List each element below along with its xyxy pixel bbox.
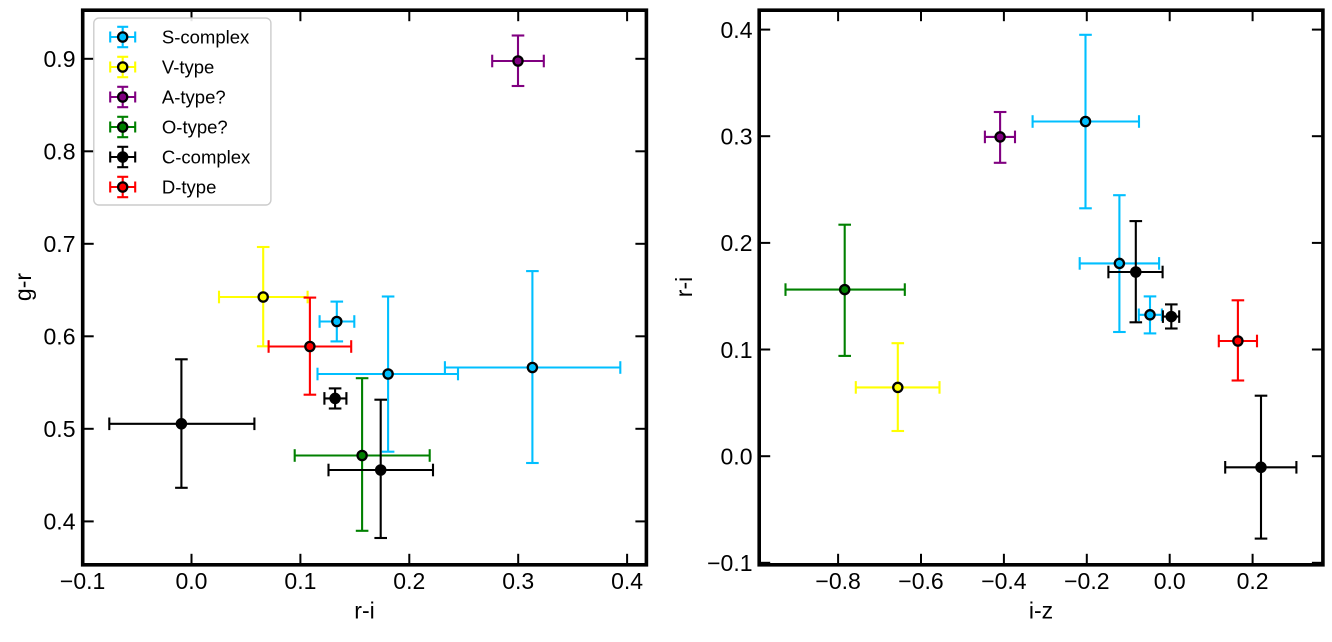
svg-text:i-z: i-z — [1029, 598, 1053, 624]
svg-text:0.6: 0.6 — [44, 324, 76, 350]
svg-text:0.4: 0.4 — [611, 568, 643, 594]
svg-text:D-type: D-type — [162, 177, 217, 198]
svg-text:0.4: 0.4 — [721, 17, 753, 43]
svg-text:0.1: 0.1 — [721, 337, 753, 363]
svg-text:0.3: 0.3 — [721, 124, 753, 150]
svg-text:0.4: 0.4 — [44, 509, 76, 535]
svg-text:A-type?: A-type? — [162, 87, 226, 108]
svg-text:0.7: 0.7 — [44, 231, 76, 257]
svg-text:0.5: 0.5 — [44, 416, 76, 442]
svg-text:−0.2: −0.2 — [1064, 568, 1109, 594]
svg-text:0.1: 0.1 — [284, 568, 316, 594]
svg-text:0.0: 0.0 — [1154, 568, 1186, 594]
svg-text:0.9: 0.9 — [44, 46, 76, 72]
svg-text:0.3: 0.3 — [502, 568, 534, 594]
svg-text:0.2: 0.2 — [1237, 568, 1269, 594]
svg-text:r-i: r-i — [671, 277, 697, 297]
svg-text:V-type: V-type — [162, 57, 214, 78]
svg-text:−0.1: −0.1 — [707, 550, 752, 576]
svg-text:−0.4: −0.4 — [981, 568, 1027, 594]
svg-text:O-type?: O-type? — [162, 117, 228, 138]
svg-text:0.8: 0.8 — [44, 139, 76, 165]
svg-text:C-complex: C-complex — [162, 147, 251, 168]
svg-text:S-complex: S-complex — [162, 27, 250, 48]
svg-text:0.2: 0.2 — [721, 230, 753, 256]
svg-text:r-i: r-i — [354, 598, 374, 624]
svg-text:−0.8: −0.8 — [815, 568, 860, 594]
svg-text:−0.6: −0.6 — [898, 568, 943, 594]
svg-text:0.0: 0.0 — [721, 444, 753, 470]
svg-text:0.2: 0.2 — [393, 568, 425, 594]
svg-text:0.0: 0.0 — [176, 568, 208, 594]
svg-text:g-r: g-r — [10, 273, 36, 301]
svg-text:−0.1: −0.1 — [60, 568, 105, 594]
